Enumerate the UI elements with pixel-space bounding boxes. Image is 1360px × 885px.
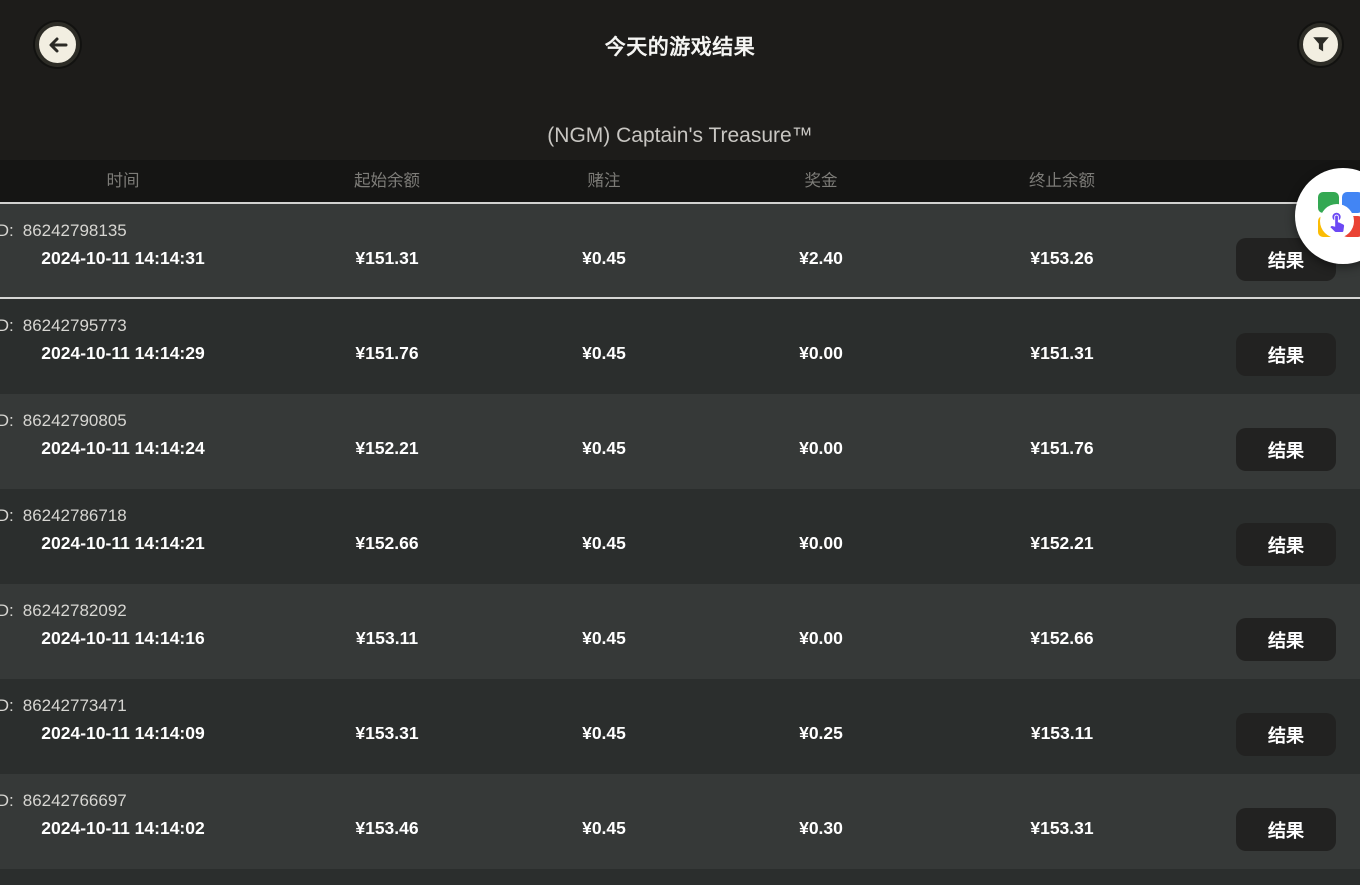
arrow-left-icon	[46, 33, 70, 57]
end-balance-value: ¥153.11	[1030, 723, 1094, 743]
round-time: 2024-10-11 14:14:09	[41, 723, 205, 743]
round-time: 2024-10-11 14:14:02	[41, 818, 205, 838]
end-balance-value: ¥153.31	[1030, 818, 1094, 838]
round-id-value: 86242795773	[22, 316, 127, 335]
result-row: ID: 86242773471 2024-10-11 14:14:09 ¥153.…	[0, 679, 1360, 774]
round-id-value: 86242790805	[22, 411, 127, 430]
round-time: 2024-10-11 14:14:16	[41, 628, 205, 648]
round-time: 2024-10-11 14:14:24	[41, 438, 205, 458]
round-id: ID: 86242790805	[0, 411, 127, 431]
start-balance-value: ¥153.31	[355, 723, 419, 743]
round-id-prefix: ID:	[0, 411, 14, 430]
round-id-prefix: ID:	[0, 221, 14, 240]
round-id: ID: 86242798135	[0, 221, 127, 241]
result-button[interactable]: 结果	[1236, 523, 1336, 566]
start-balance-value: ¥153.11	[355, 628, 419, 648]
bet-value: ¥0.45	[582, 533, 626, 553]
round-id-prefix: ID:	[0, 601, 14, 620]
start-balance-value: ¥153.46	[355, 818, 419, 838]
round-id-prefix: ID:	[0, 696, 14, 715]
table-header: 时间 起始余额 赌注 奖金 终止余额	[0, 160, 1360, 204]
prize-value: ¥0.25	[799, 723, 843, 743]
page-title: 今天的游戏结果	[604, 36, 756, 59]
start-balance-value: ¥151.76	[355, 343, 419, 363]
round-id-value: 86242766697	[22, 791, 127, 810]
result-row: ID: 86242786718 2024-10-11 14:14:21 ¥152.…	[0, 489, 1360, 584]
prize-value: ¥0.00	[799, 343, 843, 363]
bet-value: ¥0.45	[582, 818, 626, 838]
bet-value: ¥0.45	[582, 438, 626, 458]
touch-pointer-icon	[1320, 204, 1354, 238]
round-id-prefix: ID:	[0, 791, 14, 810]
result-row: ID: 86242790805 2024-10-11 14:14:24 ¥152.…	[0, 394, 1360, 489]
round-id-value: 86242798135	[22, 221, 127, 240]
round-id-value: 86242786718	[22, 506, 127, 525]
bet-value: ¥0.45	[582, 723, 626, 743]
result-row: ID: 86242766697 2024-10-11 14:14:02 ¥153.…	[0, 774, 1360, 869]
result-button[interactable]: 结果	[1236, 618, 1336, 661]
game-title: (NGM) Captain's Treasure™	[547, 124, 813, 147]
round-id-prefix: ID:	[0, 506, 14, 525]
bet-value: ¥0.45	[582, 628, 626, 648]
round-id: ID: 86242795773	[0, 316, 127, 336]
result-button[interactable]: 结果	[1236, 713, 1336, 756]
back-button[interactable]	[35, 22, 80, 67]
end-balance-value: ¥151.31	[1030, 343, 1094, 363]
prize-value: ¥0.00	[799, 533, 843, 553]
start-balance-value: ¥151.31	[355, 248, 419, 268]
result-row: ID: 86242782092 2024-10-11 14:14:16 ¥153.…	[0, 584, 1360, 679]
start-balance-value: ¥152.21	[355, 438, 419, 458]
round-id-value: 86242782092	[22, 601, 127, 620]
round-id: ID: 86242766697	[0, 791, 127, 811]
prize-value: ¥0.00	[799, 628, 843, 648]
result-row: ID: 86242795773 2024-10-11 14:14:29 ¥151.…	[0, 299, 1360, 394]
start-balance-value: ¥152.66	[355, 533, 419, 553]
column-header-bet: 赌注	[587, 172, 621, 190]
column-header-end-balance: 终止余额	[1029, 172, 1095, 190]
round-time: 2024-10-11 14:14:31	[41, 248, 205, 268]
result-button[interactable]: 结果	[1236, 428, 1336, 471]
bet-value: ¥0.45	[582, 248, 626, 268]
round-id-prefix: ID:	[0, 316, 14, 335]
prize-value: ¥2.40	[799, 248, 843, 268]
round-id-value: 86242773471	[22, 696, 127, 715]
filter-button[interactable]	[1299, 23, 1342, 66]
end-balance-value: ¥152.21	[1030, 533, 1094, 553]
result-row: ID: 86242798135 2024-10-11 14:14:31 ¥151.…	[0, 204, 1360, 299]
results-list: ID: 86242798135 2024-10-11 14:14:31 ¥151.…	[0, 204, 1360, 885]
column-header-prize: 奖金	[804, 172, 838, 190]
end-balance-value: ¥152.66	[1030, 628, 1094, 648]
prize-value: ¥0.00	[799, 438, 843, 458]
column-header-time: 时间	[106, 172, 140, 190]
round-id: ID: 86242782092	[0, 601, 127, 621]
round-time: 2024-10-11 14:14:29	[41, 343, 205, 363]
result-button[interactable]: 结果	[1236, 808, 1336, 851]
prize-value: ¥0.30	[799, 818, 843, 838]
end-balance-value: ¥151.76	[1030, 438, 1094, 458]
end-balance-value: ¥153.26	[1030, 248, 1094, 268]
funnel-icon	[1310, 34, 1332, 56]
round-id: ID: 86242773471	[0, 696, 127, 716]
column-header-start-balance: 起始余额	[354, 172, 420, 190]
round-time: 2024-10-11 14:14:21	[41, 533, 205, 553]
round-id: ID: 86242786718	[0, 506, 127, 526]
result-button[interactable]: 结果	[1236, 333, 1336, 376]
result-row-partial	[0, 869, 1360, 885]
bet-value: ¥0.45	[582, 343, 626, 363]
